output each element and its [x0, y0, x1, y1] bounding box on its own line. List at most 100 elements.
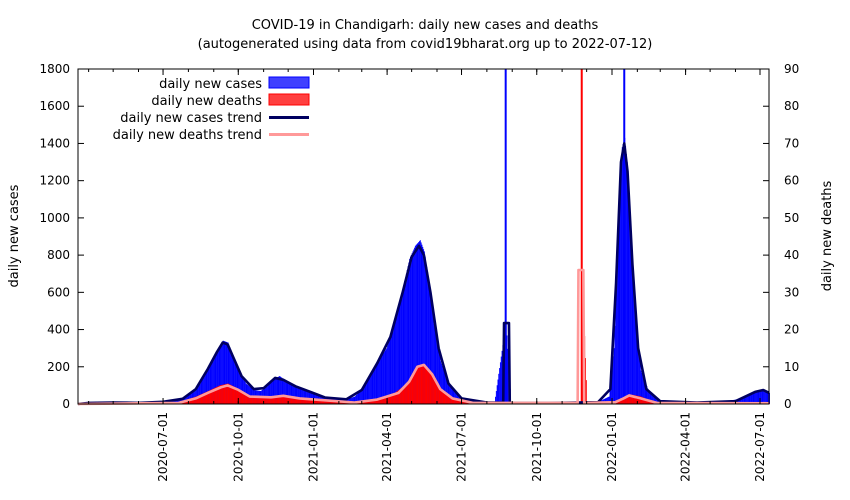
- deaths-bar: [256, 396, 258, 404]
- cases-bar: [401, 291, 403, 404]
- deaths-bar: [262, 396, 264, 404]
- deaths-bar: [260, 396, 262, 404]
- y-tick-label: 600: [47, 285, 70, 299]
- deaths-bar: [221, 385, 223, 404]
- cases-bar: [282, 378, 284, 404]
- cases-bar: [226, 341, 227, 404]
- cases-bar: [270, 381, 272, 404]
- deaths-bar: [636, 395, 638, 404]
- cases-bar: [746, 396, 748, 404]
- deaths-bar: [403, 386, 405, 404]
- cases-bar: [265, 387, 267, 404]
- cases-bar: [204, 373, 206, 404]
- cases-bar: [194, 389, 196, 404]
- cases-bar: [231, 353, 233, 404]
- deaths-bar: [298, 398, 300, 404]
- cases-bar: [203, 376, 205, 404]
- cases-bar: [283, 378, 285, 404]
- cases-bar: [196, 387, 198, 404]
- cases-bar: [390, 334, 392, 404]
- deaths-bar: [306, 398, 308, 404]
- cases-bar: [631, 253, 633, 404]
- deaths-bar: [406, 383, 408, 404]
- cases-bar: [653, 396, 655, 404]
- deaths-bar: [252, 396, 254, 404]
- deaths-bar: [638, 396, 640, 404]
- deaths-bar: [638, 396, 640, 404]
- cases-bar: [617, 236, 619, 404]
- cases-bar: [498, 373, 500, 404]
- cases-bar: [437, 347, 439, 404]
- cases-bar: [218, 347, 220, 404]
- y2-tick-label: 90: [784, 62, 799, 76]
- deaths-bar: [303, 398, 305, 404]
- deaths-bar: [332, 400, 334, 404]
- cases-bar: [279, 376, 281, 404]
- cases-bar: [177, 399, 179, 404]
- cases-bar: [211, 360, 213, 404]
- cases-bar: [224, 341, 226, 404]
- deaths-bar: [401, 387, 402, 404]
- deaths-bar: [428, 369, 429, 404]
- cases-bar: [279, 376, 281, 404]
- cases-bar: [613, 348, 615, 404]
- deaths-bar: [193, 397, 195, 404]
- deaths-bar: [411, 376, 413, 404]
- cases-bar: [644, 381, 646, 404]
- cases-bar: [754, 391, 756, 404]
- deaths-bar: [325, 400, 327, 404]
- cases-bar: [221, 343, 223, 404]
- deaths-bar: [301, 398, 303, 404]
- cases-bar: [233, 357, 235, 404]
- deaths-bar: [333, 400, 335, 404]
- deaths-bar: [327, 400, 329, 404]
- deaths-bar: [210, 389, 212, 404]
- deaths-bar: [637, 395, 639, 404]
- cases-bar: [212, 357, 214, 404]
- cases-bar: [411, 253, 413, 404]
- deaths-bar: [421, 365, 423, 404]
- deaths-bar: [280, 395, 282, 404]
- cases-bar: [441, 363, 443, 404]
- cases-bar: [378, 358, 380, 404]
- cases-bar: [496, 385, 498, 404]
- cases-bar: [365, 381, 367, 404]
- deaths-bar: [205, 392, 207, 404]
- cases-bar: [306, 391, 308, 404]
- deaths-bar: [232, 386, 234, 404]
- deaths-bar: [258, 396, 260, 404]
- deaths-bar: [635, 395, 637, 404]
- cases-bar: [357, 393, 359, 404]
- cases-bar: [434, 328, 436, 405]
- deaths-bar: [438, 386, 440, 404]
- cases-bar: [237, 368, 239, 404]
- deaths-bar: [457, 399, 459, 404]
- deaths-bar: [235, 387, 236, 404]
- cases-bar: [634, 303, 636, 404]
- deaths-bar: [450, 397, 452, 404]
- deaths-bar: [287, 395, 289, 405]
- cases-bar: [199, 383, 201, 404]
- deaths-bar: [585, 358, 586, 404]
- deaths-bar: [445, 394, 447, 404]
- cases-bar: [387, 345, 389, 405]
- cases-bar: [635, 327, 637, 404]
- cases-bar: [359, 391, 361, 404]
- deaths-bar: [212, 388, 214, 404]
- cases-bar: [637, 341, 639, 404]
- cases-bar: [400, 298, 402, 404]
- deaths-bar: [196, 396, 198, 404]
- deaths-bar: [253, 396, 255, 404]
- deaths-bar: [227, 383, 229, 404]
- deaths-bar: [330, 400, 332, 404]
- cases-bar: [647, 390, 649, 404]
- deaths-bar: [335, 400, 337, 404]
- cases-bar: [645, 383, 647, 404]
- cases-bar: [750, 393, 752, 404]
- cases-bar: [414, 245, 416, 404]
- deaths-bar: [426, 368, 428, 404]
- deaths-bar: [399, 389, 401, 404]
- deaths-bar: [375, 398, 377, 404]
- cases-bar: [230, 351, 232, 404]
- deaths-bar: [294, 397, 296, 404]
